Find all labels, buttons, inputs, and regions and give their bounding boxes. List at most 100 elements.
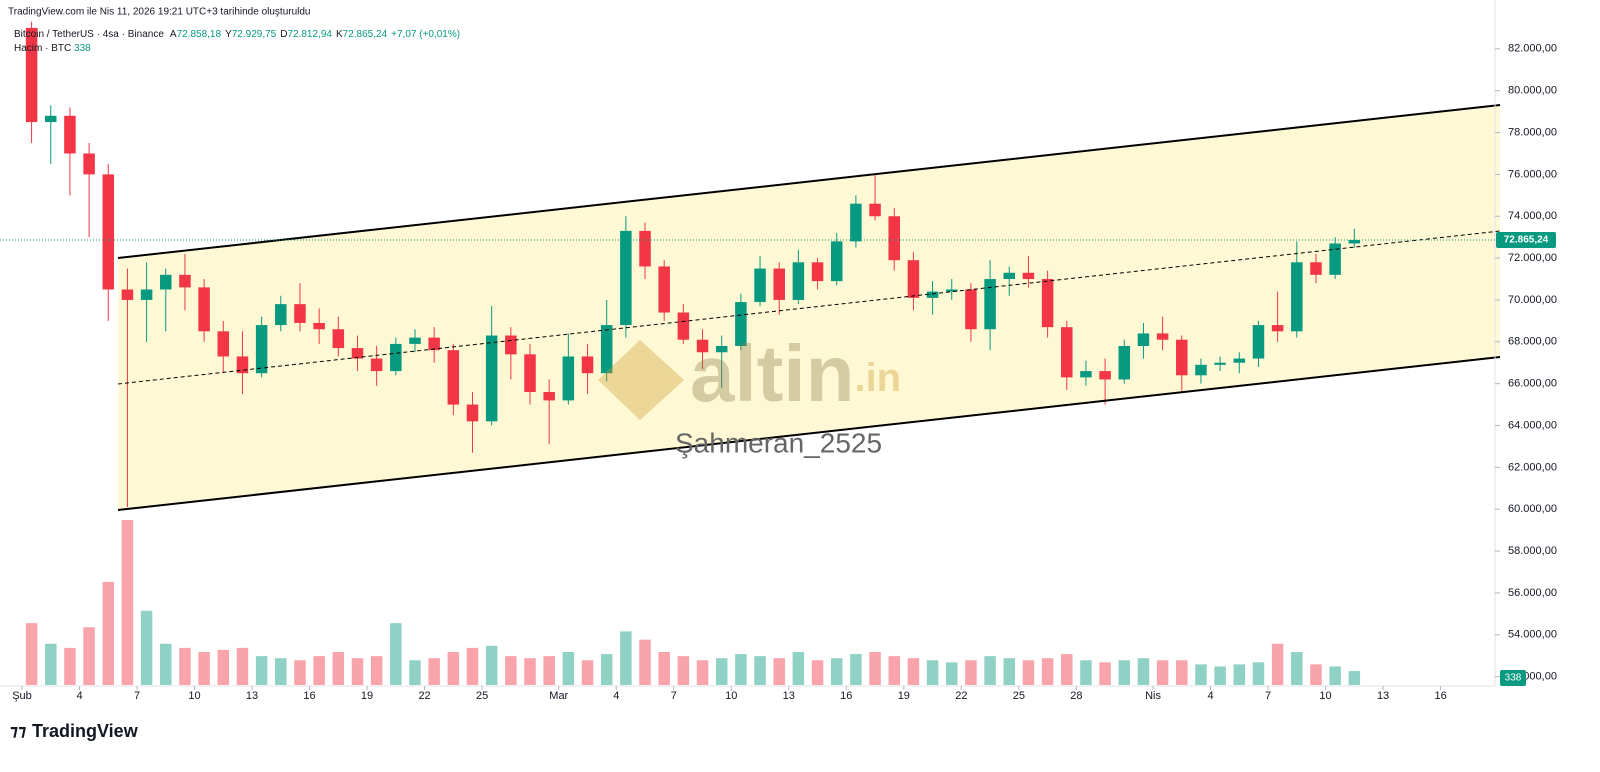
x-tick-label: 4 [613,690,619,702]
ohlc-key: Y [225,29,232,40]
volume-bar [466,647,479,685]
volume-bar [562,652,575,685]
candle-body [907,260,920,298]
candle-body [1195,364,1207,376]
volume-bar [1156,660,1169,685]
x-tick-label: 13 [246,690,258,702]
volume-bar [869,652,881,685]
candle-body [45,115,57,123]
candle-body [351,348,364,359]
volume-bar [1195,664,1207,685]
volume-bar [217,649,230,685]
x-tick-label: Mar [549,690,568,702]
x-tick-label: 16 [840,690,852,702]
volume-bar [505,656,517,685]
volume-bar [179,647,191,685]
x-tick-label: Nis [1145,690,1161,702]
y-tick-label: 80.000,00 [1508,85,1557,97]
volume-bar [926,660,939,685]
candle-body [1271,325,1284,332]
candle-body [1041,279,1054,328]
candle-body [332,329,345,349]
volume-bar [1252,662,1265,685]
volume-line: Hacim · BTC 338 [14,43,91,54]
y-tick-label: 78.000,00 [1508,126,1557,138]
volume-bar [754,656,766,685]
candle-body [1291,262,1303,332]
candle-body [1061,327,1073,378]
candle-body [715,345,728,353]
volume-bar [1291,652,1303,685]
volume-bar [1176,660,1188,685]
volume-bar [160,643,172,685]
x-tick-label: 13 [783,690,795,702]
x-tick-label: 10 [725,690,737,702]
volume-title: Hacim · BTC [14,43,71,54]
author: Şahmeran_2525 [675,427,882,458]
candle-body [984,279,996,330]
candle-body [869,203,881,217]
volume-bar [64,647,76,685]
volume-bar [984,656,996,685]
candle-body [1214,362,1226,365]
x-tick-label: 10 [1319,690,1331,702]
logo-icon [598,340,684,420]
candle-body [236,356,249,374]
volume-bar [773,658,785,685]
volume-bar [1329,666,1341,685]
volume-bar [1118,660,1131,685]
symbol: Bitcoin / TetherUS · 4sa · Binance [14,29,164,40]
x-tick-label: 7 [134,690,140,702]
ohlc-value: 72.865,24 [343,29,388,40]
volume-bar [313,656,325,685]
y-tick-label: 70.000,00 [1508,294,1557,306]
candle-body [64,115,76,154]
volume-bar [447,652,460,685]
volume-bar [907,658,920,685]
volume-bar [850,654,862,685]
volume-bar [390,623,402,685]
candle-body [217,331,230,357]
volume-bar [792,652,805,685]
volume-bar [294,660,306,685]
last-volume-label: 338 [1505,673,1522,684]
logo: altin.in [690,329,901,418]
candle-body [121,289,134,300]
volume-bar [25,623,38,685]
change: +7,07 (+0,01%) [391,29,460,40]
candle-body [811,262,824,282]
candle-body [447,350,460,405]
y-tick-label: 76.000,00 [1508,168,1557,180]
candle-body [102,174,115,290]
volume-bar [236,647,249,685]
volume-bar [639,639,651,685]
candle-body [945,289,958,292]
volume-bar [1233,664,1246,685]
x-tick-label: Şub [12,690,32,702]
candle-body [773,268,785,300]
channel-lower [117,356,1501,511]
volume-bar [715,658,728,685]
volume-bar [581,660,594,685]
candle-body [1099,371,1111,380]
volume-bar [332,652,345,685]
candle-body [198,287,210,332]
volume-bar [945,662,958,685]
volume-bar [275,658,287,685]
candle-body [1022,272,1035,280]
candle-body [275,304,287,326]
x-tick-label: 7 [671,690,677,702]
candle-body [160,274,172,290]
y-tick-label: 72.000,00 [1508,252,1557,264]
volume-bar [1214,666,1226,685]
candle-body [754,268,766,303]
ohlc-key: A [170,29,177,40]
candle-body [1118,345,1131,380]
volume-bar [1137,658,1150,685]
volume-bar [255,656,268,685]
candle-body [313,322,325,330]
volume-bar [600,654,613,685]
candle-body [1003,272,1016,280]
volume-bar [1022,660,1035,685]
